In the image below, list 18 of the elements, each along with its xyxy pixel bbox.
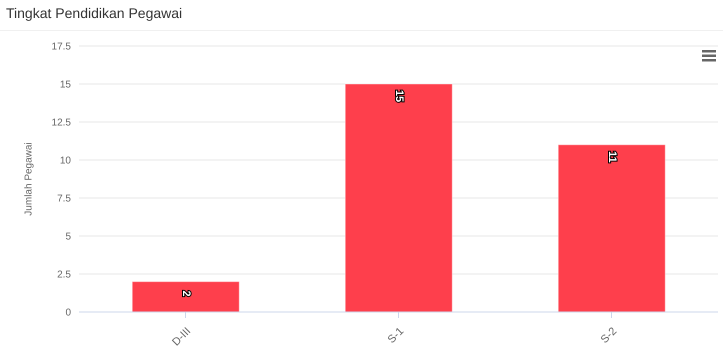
y-tick-label: 0: [65, 308, 72, 319]
x-tick-label: S-2: [598, 325, 620, 346]
bar: [132, 281, 240, 312]
y-tick-label: 2.5: [57, 270, 72, 281]
data-label: 2: [180, 290, 192, 297]
bar: [344, 84, 453, 312]
bar: [558, 144, 666, 312]
x-tick-label: S-1: [386, 325, 406, 346]
y-tick-label: 10: [60, 156, 72, 167]
y-tick-label: 7.5: [57, 194, 72, 205]
y-tick-label: 15: [60, 80, 72, 91]
y-tick-label: 12.5: [52, 118, 72, 129]
data-label: 15: [392, 90, 405, 102]
y-tick-label: 5: [65, 232, 72, 243]
chart-title: Tingkat Pendidikan Pegawai: [6, 5, 182, 21]
y-axis-title: Jumlah Pegawai: [24, 142, 35, 216]
data-label: 11: [606, 150, 618, 163]
y-tick-label: 17.5: [52, 42, 72, 53]
